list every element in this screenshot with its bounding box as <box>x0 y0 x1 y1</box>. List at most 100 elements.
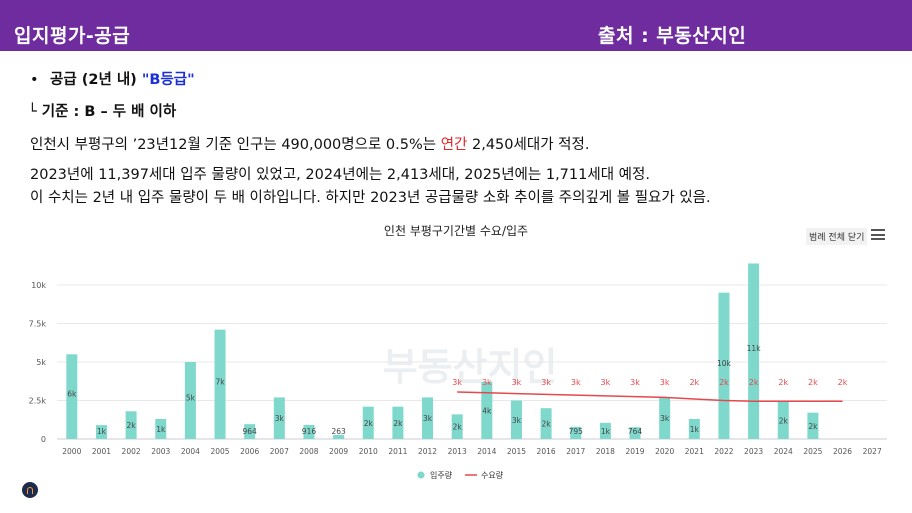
chart-title: 인천 부평구기간별 수요/입주 <box>383 224 529 238</box>
x-tick-label: 2007 <box>270 447 289 456</box>
supply-bar <box>333 434 345 439</box>
legend-supply-label: 입주량 <box>430 470 453 480</box>
supply-bar <box>66 354 78 439</box>
x-tick-label: 2024 <box>774 447 793 456</box>
x-tick-label: 2003 <box>151 447 170 456</box>
demand-value-label: 3k <box>571 378 581 387</box>
bar-value-label: 7k <box>215 377 225 386</box>
x-tick-label: 2006 <box>240 447 259 456</box>
bar-value-label: 11k <box>747 344 762 353</box>
x-tick-label: 2018 <box>596 447 615 456</box>
x-tick-label: 2021 <box>685 447 704 456</box>
supply-label: 공급 (2년 내) <box>50 72 142 88</box>
supply-grade-line: • 공급 (2년 내) "B등급" <box>30 68 195 89</box>
bar-value-label: 3k <box>512 416 522 425</box>
bar-value-label: 2k <box>542 420 552 429</box>
source-label: 출처 : 부동산지인 <box>598 25 747 47</box>
supply-bar <box>422 397 434 439</box>
bar-value-label: 1k <box>601 427 611 436</box>
grade-badge: "B등급" <box>141 72 195 88</box>
legend-toggle-button[interactable]: 범례 전체 닫기 <box>806 228 868 245</box>
demand-value-label: 3k <box>601 378 611 387</box>
demand-value-label: 2k <box>778 378 788 387</box>
x-tick-label: 2000 <box>62 447 81 456</box>
x-tick-label: 2008 <box>299 447 318 456</box>
x-tick-label: 2002 <box>122 447 141 456</box>
x-tick-label: 2012 <box>418 447 437 456</box>
desc1-part-a: 인천시 부평구의 ’23년12월 기준 인구는 490,000명으로 0.5%는 <box>30 137 441 153</box>
criteria-line: └ 기준 : B – 두 배 이하 <box>28 104 177 120</box>
x-tick-label: 2009 <box>329 447 348 456</box>
supply-demand-chart: 부동산지인 0 2.5k 5k 7.5k 10k 6k 1k 2k 1k 5k 7k 964 3k 916 2… <box>29 263 887 480</box>
bar-value-label: 2k <box>779 416 789 425</box>
bar-value-label: 3k <box>660 414 670 423</box>
watermark-text: 부동산지인 <box>383 345 558 389</box>
bar-value-label: 10k <box>717 359 732 368</box>
x-tick-label: 2013 <box>448 447 467 456</box>
bar-value-label: 1k <box>156 425 166 434</box>
x-tick-label: 2026 <box>833 447 852 456</box>
x-tick-label: 2011 <box>388 447 407 456</box>
supply-bar <box>748 263 760 439</box>
demand-value-label: 3k <box>482 378 492 387</box>
bar-value-label: 2k <box>808 422 818 431</box>
supply-bar <box>214 329 226 439</box>
page-title: 입지평가-공급 <box>14 25 131 47</box>
hamburger-menu-icon[interactable] <box>871 229 885 240</box>
demand-line <box>457 391 843 403</box>
bar-value-label: 795 <box>569 427 584 436</box>
demand-value-label: 3k <box>512 378 522 387</box>
supply-bar <box>125 411 137 439</box>
y-tick-label: 5k <box>36 358 46 367</box>
bar-value-label: 764 <box>628 427 643 436</box>
demand-value-label: 2k <box>838 378 848 387</box>
bar-value-label: 263 <box>331 427 346 436</box>
supply-conclusion: 이 수치는 2년 내 입주 물량이 두 배 이하입니다. 하지만 2023년 공… <box>30 190 711 206</box>
supply-bar <box>451 414 463 439</box>
supply-bar <box>362 406 374 439</box>
supply-bar <box>95 425 107 439</box>
bar-value-label: 916 <box>302 427 317 436</box>
legend-supply-marker <box>417 471 425 479</box>
supply-bar <box>599 422 611 439</box>
bar-value-label: 1k <box>690 425 700 434</box>
bar-value-label: 1k <box>97 427 107 436</box>
bar-value-label: 3k <box>423 414 433 423</box>
supply-bar <box>807 412 819 439</box>
supply-bar <box>510 400 522 439</box>
bar-value-label: 2k <box>127 421 137 430</box>
supply-bar <box>244 424 256 439</box>
supply-bar <box>659 397 671 439</box>
bar-value-label: 6k <box>67 390 77 399</box>
supply-bar <box>273 397 285 439</box>
y-tick-label: 7.5k <box>29 320 47 329</box>
bar-value-label: 2k <box>393 419 403 428</box>
supply-bar <box>629 427 641 439</box>
demand-value-label: 3k <box>660 378 670 387</box>
x-tick-label: 2004 <box>181 447 200 456</box>
demand-value-label: 3k <box>541 378 551 387</box>
legend-demand-label: 수요량 <box>481 470 504 480</box>
annual-highlight: 연간 <box>440 137 468 153</box>
bar-value-label: 3k <box>275 414 285 423</box>
y-tick-label: 10k <box>31 281 46 290</box>
demand-value-label: 2k <box>808 378 818 387</box>
supply-bar <box>481 382 493 439</box>
supply-bar <box>718 292 730 439</box>
x-tick-label: 2022 <box>714 447 733 456</box>
x-tick-label: 2020 <box>655 447 674 456</box>
supply-bar <box>688 418 700 439</box>
supply-bar <box>570 426 582 439</box>
x-tick-label: 2001 <box>92 447 111 456</box>
brand-logo-icon <box>22 482 38 498</box>
x-tick-label: 2023 <box>744 447 763 456</box>
desc1-part-b: 2,450세대가 적정. <box>467 137 590 153</box>
demand-value-label: 3k <box>452 378 462 387</box>
x-tick-label: 2025 <box>803 447 822 456</box>
x-tick-label: 2016 <box>537 447 556 456</box>
x-tick-label: 2019 <box>625 447 644 456</box>
bar-value-label: 2k <box>364 419 374 428</box>
supply-bar <box>184 362 196 439</box>
supply-bar <box>155 418 167 439</box>
x-tick-label: 2015 <box>507 447 526 456</box>
